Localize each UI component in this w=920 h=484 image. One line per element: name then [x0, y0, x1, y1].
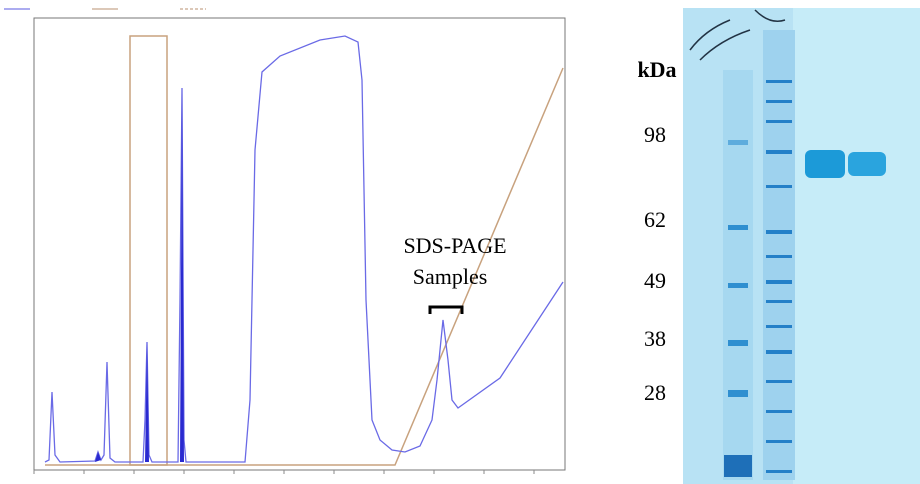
- marker-label: 98: [644, 122, 666, 147]
- page: SDS-PAGE Samples kDa 9: [0, 0, 920, 484]
- marker-label: 38: [644, 326, 666, 351]
- unit-label: kDa: [637, 57, 676, 82]
- figure: SDS-PAGE Samples kDa 9: [0, 0, 920, 484]
- marker-label: 49: [644, 268, 666, 293]
- annotation-line: Samples: [413, 264, 488, 289]
- chromatogram: SDS-PAGE Samples: [0, 0, 572, 484]
- marker-label: 28: [644, 380, 666, 405]
- marker-labels: 98 62 49 38 28: [644, 122, 666, 405]
- annotation-line: SDS-PAGE: [403, 233, 506, 258]
- marker-label: 62: [644, 207, 666, 232]
- gel-image: [683, 8, 920, 484]
